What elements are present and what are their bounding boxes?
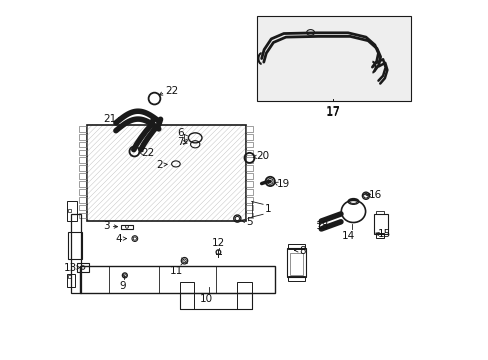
Bar [80,173,87,179]
Text: 4: 4 [116,234,122,244]
Bar [121,225,132,229]
Bar [67,275,71,278]
Text: 7: 7 [177,138,183,148]
Bar [288,276,304,281]
Bar [246,165,253,171]
Bar [246,134,253,140]
Bar [180,293,251,309]
Bar [375,211,383,214]
Bar [80,150,87,156]
Bar [237,282,251,309]
Bar [375,233,383,238]
Text: 14: 14 [342,231,355,241]
Bar [67,202,77,221]
Text: 21: 21 [103,113,116,123]
Bar [290,253,302,275]
Text: 12: 12 [212,238,225,248]
Bar [373,213,387,234]
Text: 18: 18 [315,221,328,231]
Bar [80,189,87,195]
Text: 8: 8 [298,246,305,256]
Text: 13: 13 [63,262,77,273]
Bar [67,232,82,258]
Text: 2: 2 [156,159,163,170]
Bar [80,165,87,171]
Bar [246,204,253,210]
Text: 22: 22 [165,86,178,96]
Bar [71,214,81,293]
Bar [246,142,253,148]
Bar [180,282,194,309]
Text: 1: 1 [264,204,271,214]
Bar [67,209,71,212]
Bar [246,181,253,187]
Bar [246,173,253,179]
Bar [80,204,87,210]
Bar [80,134,87,140]
Bar [246,157,253,163]
Bar [77,263,88,272]
Text: 17: 17 [325,105,340,118]
Bar [80,266,274,293]
Text: 20: 20 [255,152,268,161]
Bar [246,126,253,132]
Bar [67,274,75,287]
Text: 22: 22 [142,148,155,158]
Bar [87,125,246,221]
Bar [246,189,253,195]
Bar [246,197,253,203]
Text: 16: 16 [368,190,381,200]
Text: 3: 3 [102,221,109,231]
Text: 5: 5 [245,217,252,227]
Text: 19: 19 [276,179,289,189]
Bar [80,197,87,203]
Text: 15: 15 [377,229,390,239]
Bar [80,181,87,187]
Bar [288,244,304,249]
Bar [246,212,253,218]
Bar [80,126,87,132]
Text: 10: 10 [199,294,212,303]
Text: 17: 17 [325,106,340,119]
Bar [246,150,253,156]
Bar [80,142,87,148]
Bar [80,157,87,163]
Text: 11: 11 [170,266,183,276]
Text: 6: 6 [177,128,183,138]
Text: 9: 9 [120,281,126,291]
Bar [257,16,410,102]
Bar [80,212,87,218]
Bar [286,248,305,277]
